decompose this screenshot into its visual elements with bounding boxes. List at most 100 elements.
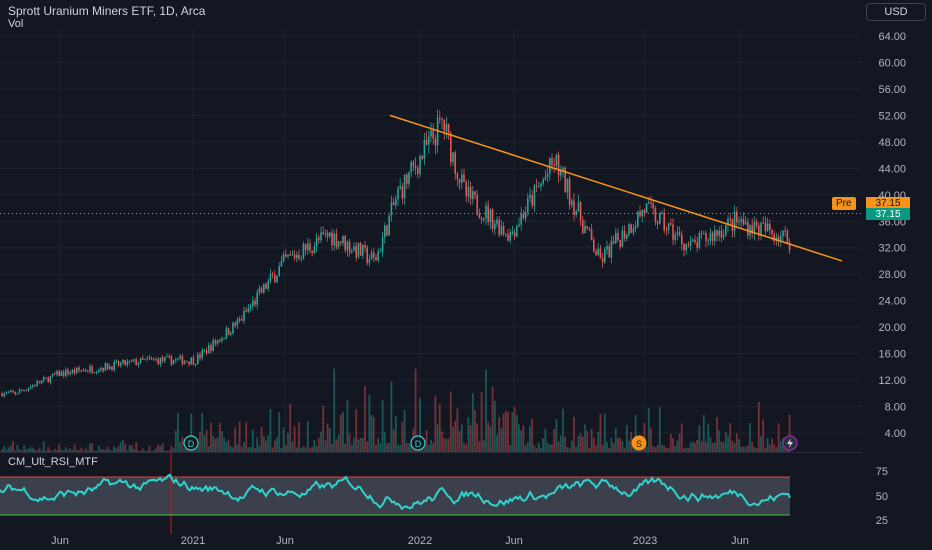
- candle-body: [588, 228, 591, 230]
- volume-bar: [157, 444, 160, 452]
- volume-bar: [34, 449, 36, 452]
- volume-bar: [628, 440, 630, 452]
- volume-bar: [236, 444, 239, 452]
- candle-body: [5, 392, 8, 394]
- volume-bar: [711, 443, 714, 452]
- volume-bar: [7, 447, 10, 452]
- candle-body: [335, 233, 338, 248]
- candle-body: [115, 361, 118, 363]
- candle-body: [366, 247, 368, 263]
- candle-body: [637, 211, 639, 227]
- volume-bar: [753, 447, 756, 452]
- flash-icon[interactable]: [782, 435, 798, 451]
- volume-bar: [777, 423, 780, 452]
- candle-body: [25, 390, 27, 392]
- price-axis[interactable]: 4.008.0012.0016.0020.0024.0028.0032.0036…: [878, 31, 906, 440]
- candle-body: [98, 370, 100, 373]
- volume-bar: [764, 448, 767, 452]
- volume-bar: [278, 412, 281, 452]
- volume-bar: [595, 445, 597, 452]
- currency-button[interactable]: USD: [866, 3, 926, 21]
- candle-body: [333, 233, 335, 246]
- candle-body: [755, 221, 758, 226]
- candle-body: [91, 366, 93, 373]
- volume-bar: [487, 422, 490, 452]
- candle-body: [461, 174, 463, 184]
- volume-bar: [258, 446, 261, 452]
- volume-bar: [784, 448, 787, 452]
- candlestick-series: [1, 109, 791, 398]
- volume-bar: [141, 448, 144, 452]
- dividend-icon[interactable]: D: [410, 435, 426, 451]
- candle-body: [650, 202, 652, 204]
- volume-bar: [617, 438, 619, 452]
- volume-bar: [366, 441, 369, 452]
- candle-body: [707, 240, 709, 242]
- candle-body: [623, 230, 626, 239]
- candle-body: [285, 254, 287, 257]
- volume-bar: [707, 423, 710, 452]
- volume-bar: [216, 437, 219, 452]
- candle-body: [740, 219, 742, 222]
- volume-bar: [735, 433, 738, 452]
- candle-body: [252, 300, 254, 307]
- candle-body: [571, 200, 573, 205]
- candle-body: [397, 188, 399, 200]
- candle-body: [234, 322, 236, 326]
- candle-body: [681, 234, 683, 245]
- volume-bar: [652, 446, 655, 452]
- candle-body: [584, 226, 586, 234]
- dividend-icon[interactable]: D: [183, 435, 199, 451]
- volume-bar: [212, 435, 215, 452]
- candle-body: [408, 172, 410, 184]
- candle-body: [353, 246, 355, 251]
- candle-body: [95, 372, 98, 374]
- candle-body: [7, 392, 10, 394]
- volume-bar: [548, 444, 551, 452]
- volume-bar: [678, 433, 681, 452]
- volume-bar: [509, 444, 512, 452]
- volume-bar: [742, 446, 745, 452]
- candle-body: [113, 361, 115, 370]
- candle-body: [683, 244, 685, 251]
- candle-body: [670, 223, 672, 225]
- candle-body: [49, 376, 52, 383]
- candle-body: [630, 224, 632, 233]
- candle-body: [586, 226, 588, 229]
- time-axis[interactable]: Jun 2021 Jun 2022 Jun 2023 Jun: [51, 535, 749, 547]
- candle-body: [337, 241, 340, 248]
- volume-bar: [559, 435, 562, 452]
- volume-bar: [245, 421, 248, 452]
- candle-body: [56, 371, 58, 375]
- rsi-tick-label: 75: [876, 466, 888, 478]
- candle-body: [109, 366, 111, 370]
- volume-bar: [326, 423, 329, 452]
- volume-bar: [14, 450, 17, 452]
- candle-body: [626, 234, 628, 239]
- volume-bar: [311, 447, 314, 452]
- candle-body: [496, 219, 498, 224]
- volume-bar: [207, 446, 210, 452]
- volume-bar: [240, 446, 243, 452]
- candle-body: [538, 186, 540, 188]
- volume-bar: [498, 417, 501, 452]
- volume-bar: [757, 402, 760, 452]
- volume-bar: [67, 449, 69, 452]
- volume-bar: [766, 438, 769, 452]
- indicator-label[interactable]: CM_Ult_RSI_MTF: [8, 456, 98, 468]
- volume-bar: [403, 410, 406, 452]
- candle-body: [289, 254, 291, 256]
- candle-body: [612, 240, 615, 244]
- candle-body: [595, 251, 597, 256]
- volume-bar: [93, 450, 96, 452]
- candle-body: [320, 232, 322, 241]
- candle-body: [403, 174, 406, 199]
- volume-bar: [531, 418, 534, 452]
- trendline[interactable]: [389, 114, 843, 262]
- candle-body: [645, 203, 648, 213]
- candle-body: [124, 359, 126, 366]
- candle-body: [676, 232, 679, 235]
- candle-body: [632, 228, 635, 233]
- split-icon[interactable]: S: [631, 435, 647, 451]
